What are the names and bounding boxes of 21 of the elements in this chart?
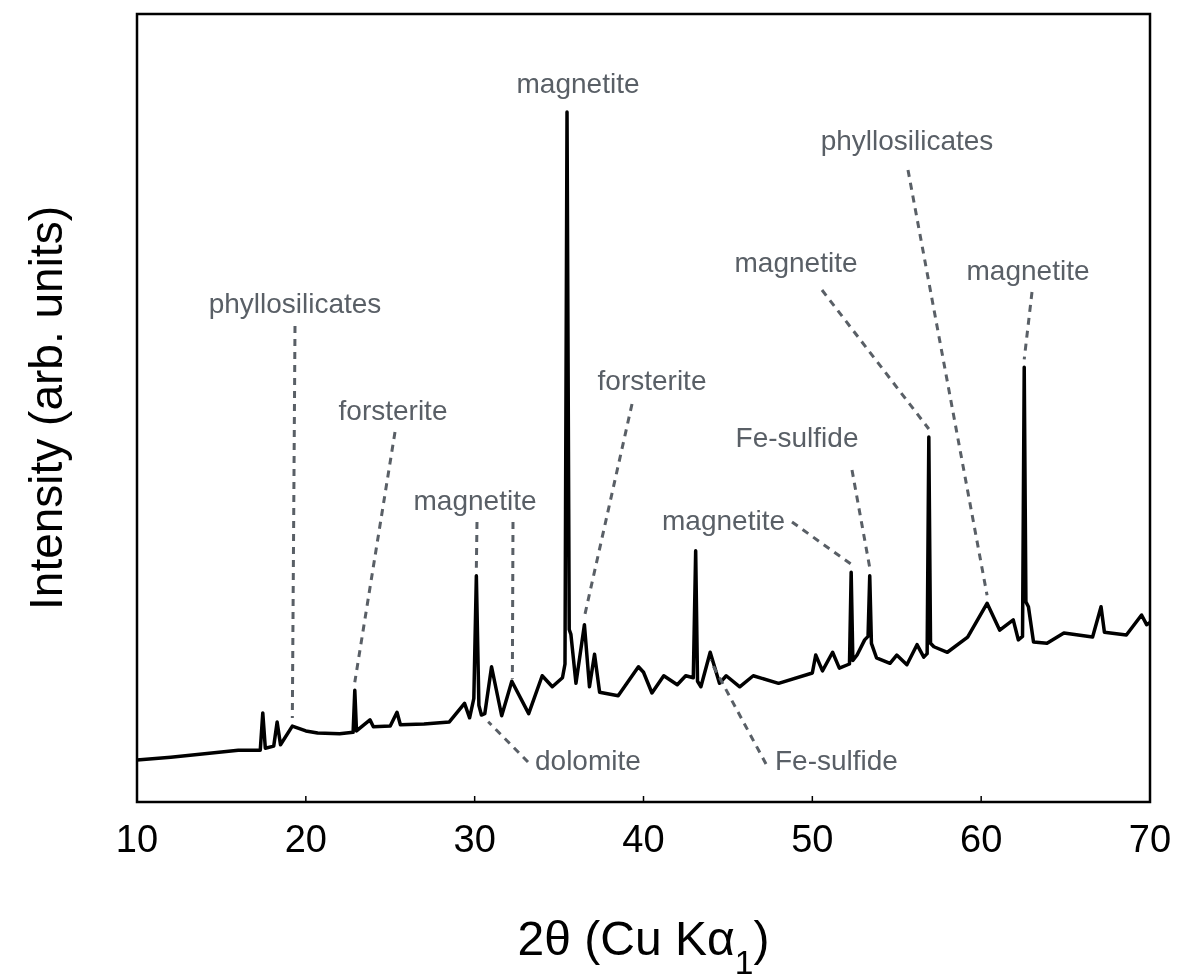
annotation: phyllosilicates [820,125,994,156]
x-tick-label: 50 [791,818,834,860]
annotation: magnetite [966,255,1090,286]
y-axis-title: Intensity (arb. units) [20,206,72,610]
annotation: magnetite [516,68,640,99]
x-tick-label: 20 [284,818,327,860]
annotation: magnetite [413,485,537,516]
x-tick-label: 70 [1128,818,1172,860]
annotation: forsterite [597,365,707,396]
annotation: forsterite [338,395,448,426]
x-tick-label: 40 [622,818,665,860]
x-tick-label: 10 [115,818,159,860]
x-tick-label: 60 [960,818,1003,860]
annotation: Fe-sulfide [775,745,898,776]
x-axis-title: 2θ (Cu Kα$_{1}$) [517,912,770,978]
annotation: magnetite [734,247,858,278]
x-tick-label: 30 [453,818,496,860]
annotation: phyllosilicates [208,288,382,319]
annotation: magnetite [662,505,785,536]
annotation: Fe-sulfide [735,422,859,453]
annotation: dolomite [535,745,641,776]
